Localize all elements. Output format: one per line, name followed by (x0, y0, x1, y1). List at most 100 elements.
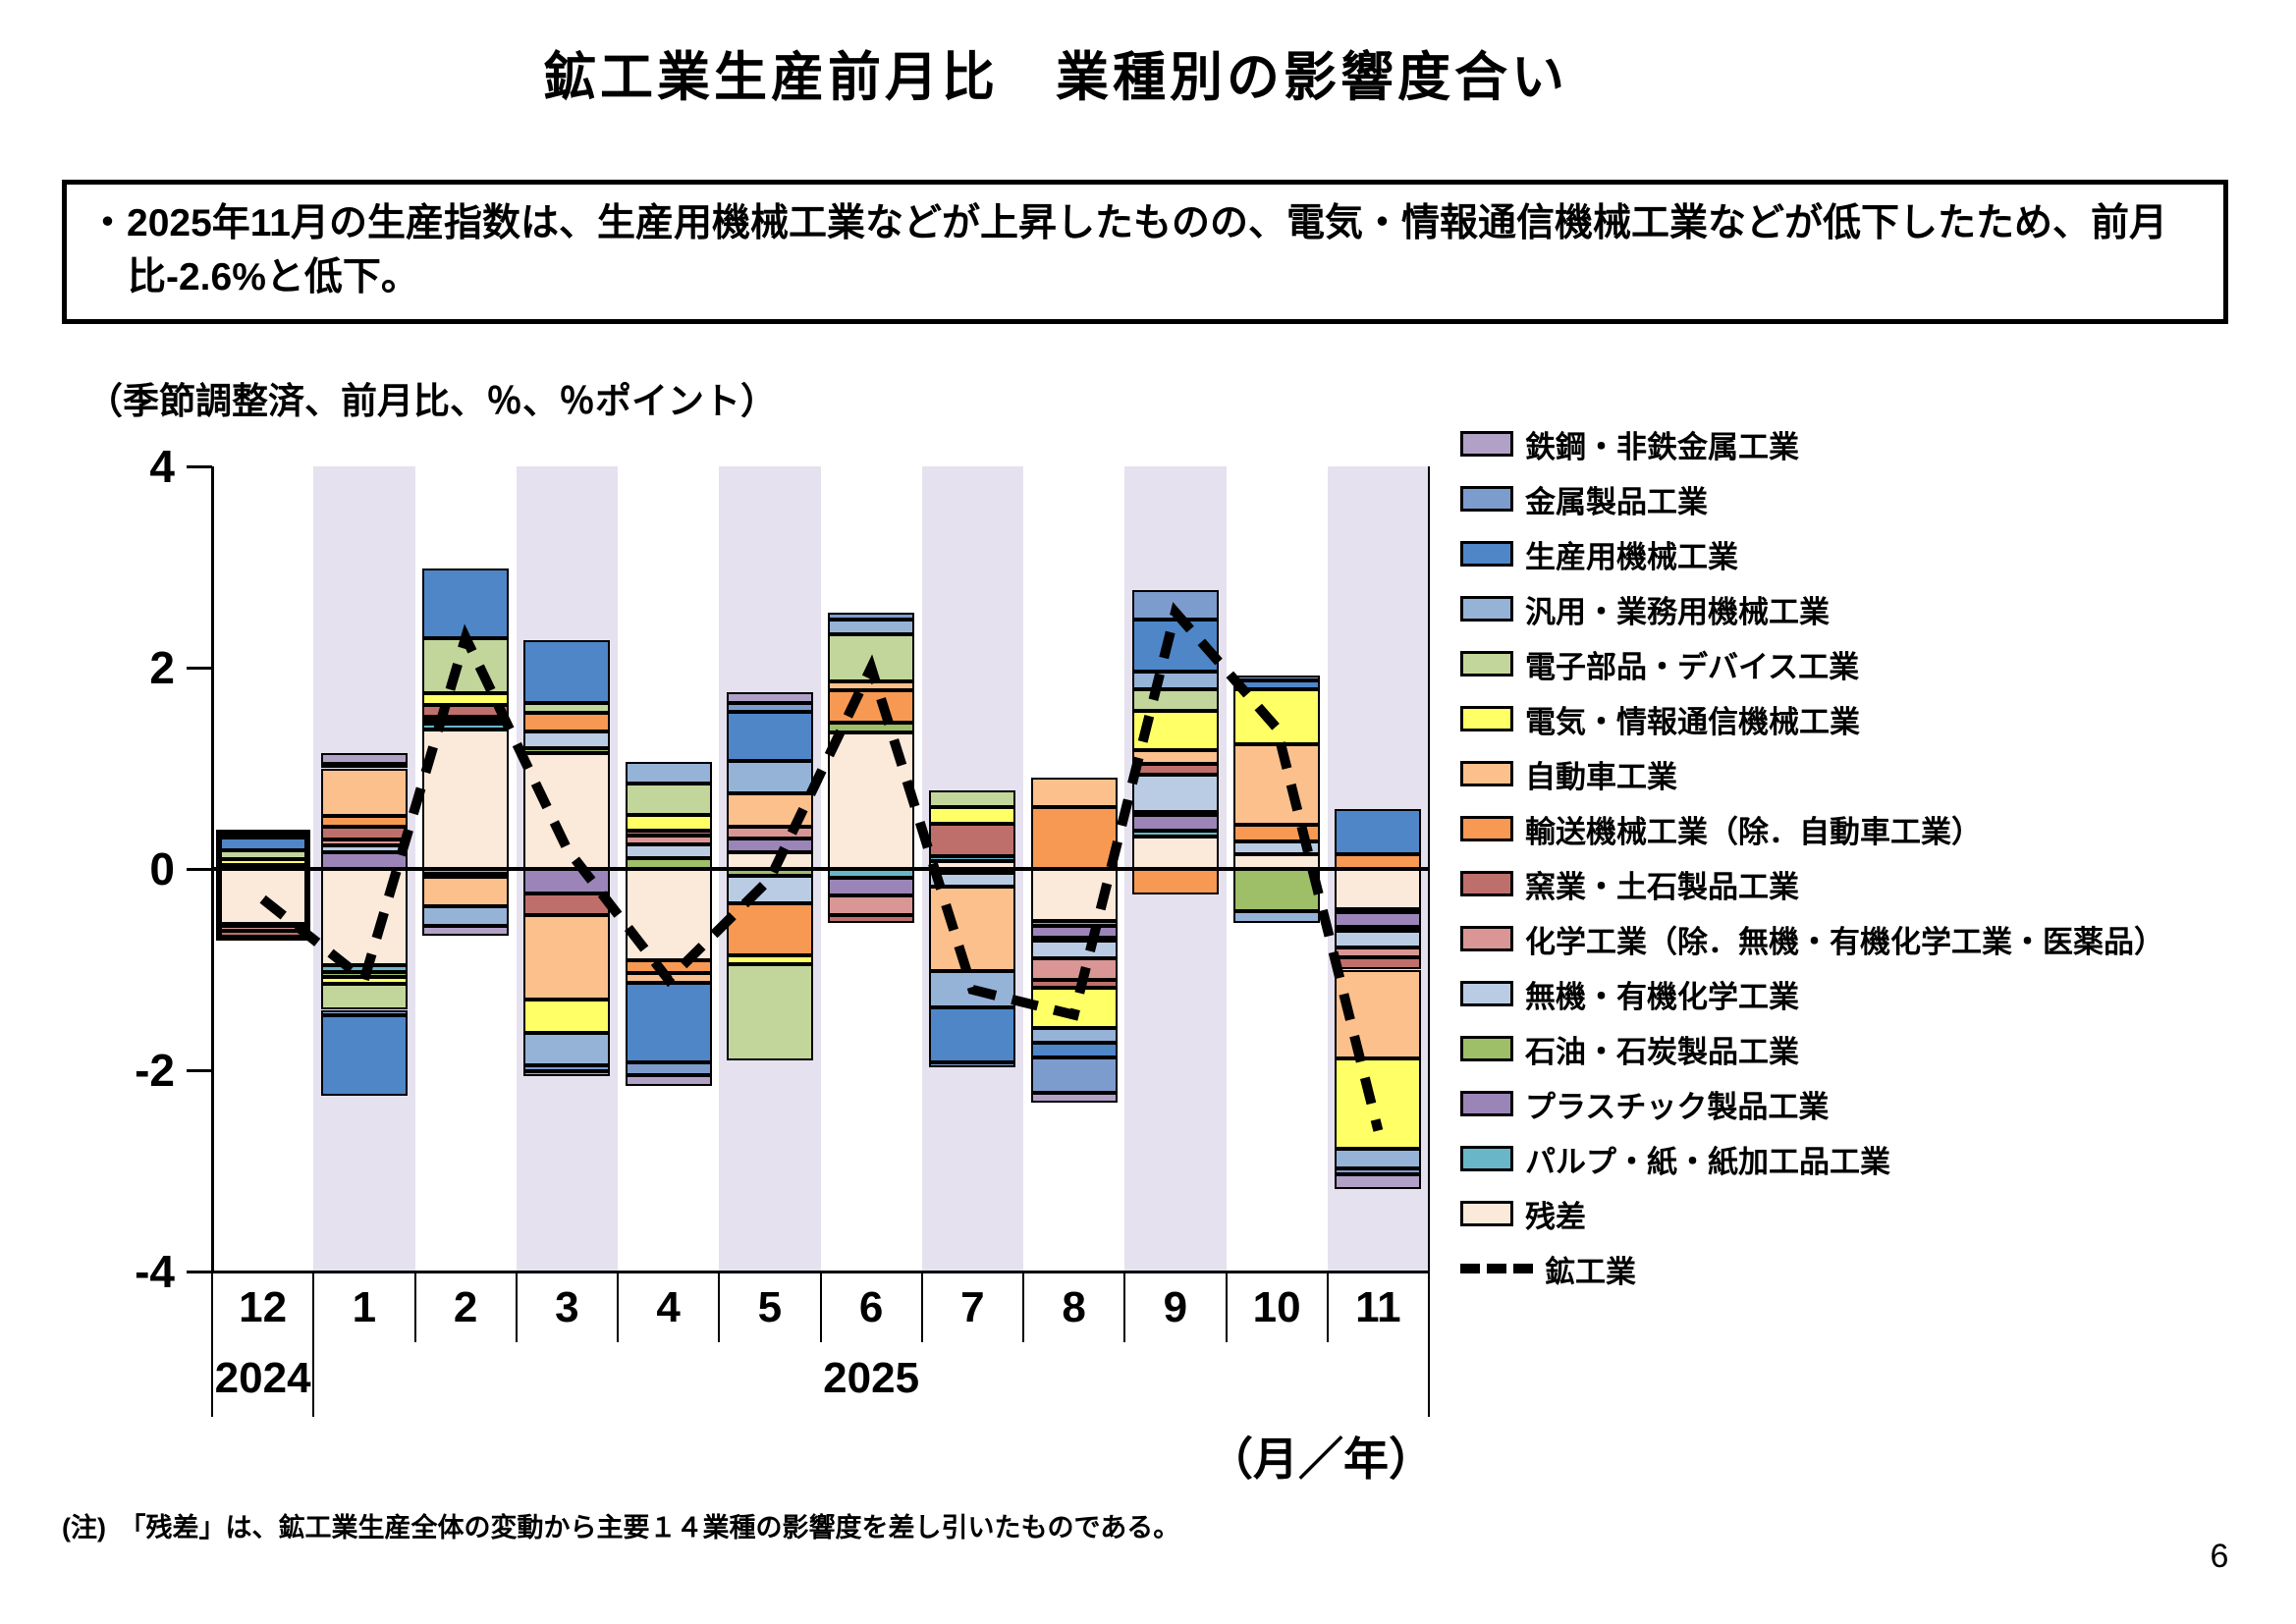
legend-color-swatch (1460, 486, 1513, 512)
bar-segment-6-化学工業（除．無機・有機化学工業・医薬品） (828, 894, 915, 916)
bar-segment-4-金属製品工業 (625, 1061, 712, 1076)
bar-segment-2-無機・有機化学工業 (422, 717, 510, 722)
x-axis-month-label: 12 (239, 1283, 288, 1331)
legend-label: 生産用機械工業 (1525, 539, 1738, 574)
legend-color-swatch (1460, 926, 1513, 951)
legend-label: 電気・情報通信機械工業 (1525, 704, 1860, 739)
bar-segment-3-汎用・業務用機械工業 (523, 1033, 611, 1065)
legend-dashed-line-swatch (1460, 1264, 1533, 1273)
y-axis-tick (187, 1271, 212, 1273)
legend-color-swatch (1460, 816, 1513, 841)
x-axis-separator (211, 1272, 213, 1417)
bar-segment-3-石油・石炭製品工業 (523, 748, 611, 754)
bar-segment-6-残差 (828, 731, 915, 869)
bar-segment-5-電気・情報通信機械工業 (726, 955, 813, 965)
bar-segment-5-電子部品・デバイス工業 (726, 964, 813, 1060)
bar-segment-11-プラスチック製品工業 (1335, 912, 1422, 928)
legend-color-swatch (1460, 761, 1513, 786)
bar-segment-9-無機・有機化学工業 (1131, 774, 1219, 812)
bar-segment-2-プラスチック製品工業 (422, 721, 510, 726)
x-axis-month-label: 4 (656, 1283, 681, 1331)
legend-color-swatch (1460, 981, 1513, 1006)
x-axis-month-label: 8 (1062, 1283, 1086, 1331)
bar-segment-1-電子部品・デバイス工業 (320, 983, 408, 1010)
bar-segment-10-自動車工業 (1233, 743, 1321, 825)
bar-segment-2-自動車工業 (422, 877, 510, 906)
bar-segment-9-自動車工業 (1131, 750, 1219, 765)
legend-item-自動車工業: 自動車工業 (1460, 746, 1677, 801)
bar-segment-3-鉄鋼・非鉄金属工業 (523, 1071, 611, 1077)
legend-item-無機・有機化学工業: 無機・有機化学工業 (1460, 966, 1799, 1021)
bar-segment-5-化学工業（除．無機・有機化学工業・医薬品） (726, 826, 813, 839)
bar-segment-6-輸送機械工業（除．自動車工業） (828, 689, 915, 724)
bar-segment-5-金属製品工業 (726, 702, 813, 713)
bar-segment-4-残差 (625, 869, 712, 961)
x-axis-separator (1225, 1272, 1228, 1342)
bar-segment-8-輸送機械工業（除．自動車工業） (1030, 807, 1118, 869)
legend-label: 窯業・土石製品工業 (1525, 869, 1799, 904)
bar-segment-3-残差 (523, 753, 611, 869)
bar-segment-1-電気・情報通信機械工業 (320, 976, 408, 984)
y-axis-tick-label: -2 (135, 1045, 175, 1096)
x-axis-separator (312, 1272, 315, 1417)
bar-segment-5-無機・有機化学工業 (726, 876, 813, 903)
bar-segment-8-残差 (1030, 869, 1118, 922)
bar-segment-3-プラスチック製品工業 (523, 869, 611, 893)
bar-segment-9-石油・石炭製品工業 (1131, 811, 1219, 816)
y-axis-tick (187, 1069, 212, 1072)
legend-label: 汎用・業務用機械工業 (1525, 594, 1830, 629)
bar-segment-6-石油・石炭製品工業 (828, 723, 915, 732)
bar-segment-9-窯業・土石製品工業 (1131, 764, 1219, 775)
bar-segment-10-石油・石炭製品工業 (1233, 869, 1321, 912)
bar-segment-7-電気・情報通信機械工業 (929, 807, 1016, 824)
bar-segment-1-窯業・土石製品工業 (320, 826, 408, 840)
bar-segment-9-金属製品工業 (1131, 590, 1219, 620)
bar-segment-9-残差 (1131, 837, 1219, 869)
legend-item-化学工業（除．無機・有機化学工業・医薬品）: 化学工業（除．無機・有機化学工業・医薬品） (1460, 911, 2164, 966)
bar-segment-8-窯業・土石製品工業 (1030, 979, 1118, 988)
bar-segment-8-生産用機械工業 (1030, 1043, 1118, 1057)
highlighted-month-outline (215, 830, 310, 941)
legend-item-電気・情報通信機械工業: 電気・情報通信機械工業 (1460, 691, 1860, 746)
legend-label: 石油・石炭製品工業 (1525, 1034, 1799, 1069)
plot-right-border (1428, 466, 1430, 1272)
legend-color-swatch (1460, 431, 1513, 457)
page-title: 鉱工業生産前月比 業種別の影響度合い (543, 48, 1568, 107)
x-axis-month-label: 11 (1355, 1283, 1401, 1331)
legend-item-プラスチック製品工業: プラスチック製品工業 (1460, 1076, 1829, 1131)
bar-segment-1-無機・有機化学工業 (320, 845, 408, 852)
legend-label: 自動車工業 (1525, 759, 1677, 794)
legend-color-swatch (1460, 596, 1513, 622)
x-axis-month-label: 9 (1163, 1283, 1188, 1331)
y-axis-tick (187, 465, 212, 468)
bar-segment-1-生産用機械工業 (320, 1014, 408, 1096)
bar-segment-4-自動車工業 (625, 972, 712, 983)
bar-segment-8-自動車工業 (1030, 777, 1118, 808)
bar-segment-11-鉄鋼・非鉄金属工業 (1335, 1173, 1422, 1189)
bar-segment-5-自動車工業 (726, 793, 813, 827)
bar-segment-11-金属製品工業 (1335, 1168, 1422, 1174)
bar-segment-11-窯業・土石製品工業 (1335, 957, 1422, 970)
legend-label: 輸送機械工業（除．自動車工業） (1525, 814, 1982, 849)
bar-segment-7-窯業・土石製品工業 (929, 823, 1016, 856)
bar-segment-11-生産用機械工業 (1335, 808, 1422, 854)
summary-note-box: ・2025年11月の生産指数は、生産用機械工業などが上昇したものの、電気・情報通… (62, 180, 2228, 324)
bar-segment-7-無機・有機化学工業 (929, 873, 1016, 888)
x-axis-month-label: 7 (960, 1283, 985, 1331)
y-axis-tick (187, 868, 212, 871)
bar-segment-11-電気・情報通信機械工業 (1335, 1057, 1422, 1149)
bar-segment-4-電気・情報通信機械工業 (625, 814, 712, 832)
x-axis-separator (1326, 1272, 1329, 1342)
bar-segment-2-汎用・業務用機械工業 (422, 905, 510, 927)
bar-segment-10-汎用・業務用機械工業 (1233, 911, 1321, 924)
bar-segment-9-電気・情報通信機械工業 (1131, 711, 1219, 751)
summary-note-text: ・2025年11月の生産指数は、生産用機械工業などが上昇したものの、電気・情報通… (88, 202, 2167, 299)
x-axis-year-label: 2025 (823, 1354, 920, 1402)
x-axis-separator (1022, 1272, 1024, 1342)
bar-segment-5-残差 (726, 851, 813, 869)
axis-units-caption: （季節調整済、前月比、％、％ポイント） (86, 381, 777, 421)
y-axis-tick-label: -4 (135, 1246, 175, 1297)
page-number: 6 (2210, 1538, 2229, 1575)
legend-item-石油・石炭製品工業: 石油・石炭製品工業 (1460, 1021, 1799, 1076)
